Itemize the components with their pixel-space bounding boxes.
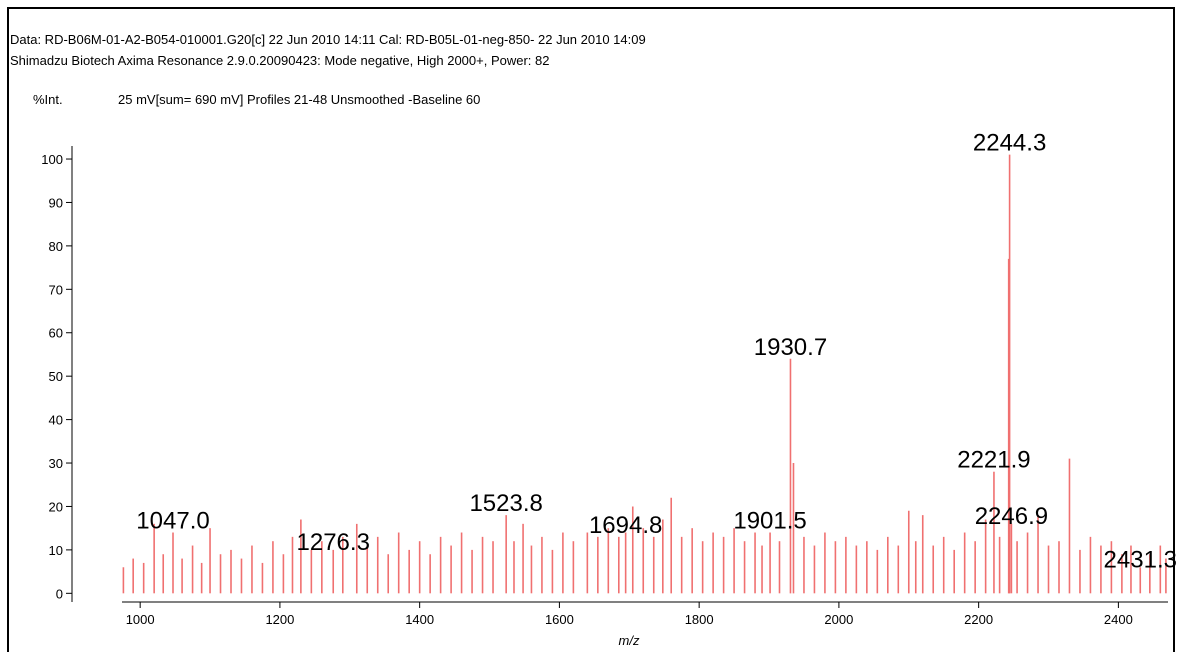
header-line: Shimadzu Biotech Axima Resonance 2.9.0.2… bbox=[10, 53, 550, 68]
peak-label: 1523.8 bbox=[469, 490, 542, 517]
peak-label: 1276.3 bbox=[297, 529, 370, 556]
y-tick-label: 90 bbox=[49, 195, 63, 210]
y-tick-label: 30 bbox=[49, 456, 63, 471]
peak-label: 1694.8 bbox=[589, 512, 662, 539]
peak-label: 1930.7 bbox=[754, 334, 827, 361]
x-tick-label: 1200 bbox=[265, 612, 294, 627]
peak-label: 1047.0 bbox=[136, 508, 209, 535]
header-line: Data: RD-B06M-01-A2-B054-010001.G20[c] 2… bbox=[10, 32, 646, 47]
peak-label: 2246.9 bbox=[975, 503, 1048, 530]
y-tick-label: 50 bbox=[49, 369, 63, 384]
peak-label: 2431.3 bbox=[1104, 547, 1177, 574]
x-tick-label: 2000 bbox=[824, 612, 853, 627]
y-tick-label: 70 bbox=[49, 282, 63, 297]
peak-label: 1901.5 bbox=[733, 508, 806, 535]
y-tick-label: 40 bbox=[49, 413, 63, 428]
x-tick-label: 1400 bbox=[405, 612, 434, 627]
y-tick-label: 60 bbox=[49, 326, 63, 341]
y-axis-label: %Int. bbox=[33, 92, 63, 107]
x-tick-label: 1800 bbox=[685, 612, 714, 627]
y-tick-label: 20 bbox=[49, 499, 63, 514]
subtitle: 25 mV[sum= 690 mV] Profiles 21-48 Unsmoo… bbox=[118, 92, 480, 107]
x-axis-label: m/z bbox=[619, 633, 640, 648]
frame bbox=[7, 7, 1175, 652]
x-tick-label: 1600 bbox=[545, 612, 574, 627]
y-tick-label: 100 bbox=[41, 152, 63, 167]
y-tick-label: 80 bbox=[49, 239, 63, 254]
x-tick-label: 2400 bbox=[1104, 612, 1133, 627]
x-tick-label: 1000 bbox=[126, 612, 155, 627]
peak-label: 2244.3 bbox=[973, 130, 1046, 157]
peak-label: 2221.9 bbox=[957, 447, 1030, 474]
y-tick-label: 10 bbox=[49, 543, 63, 558]
x-tick-label: 2200 bbox=[964, 612, 993, 627]
y-tick-label: 0 bbox=[56, 586, 63, 601]
